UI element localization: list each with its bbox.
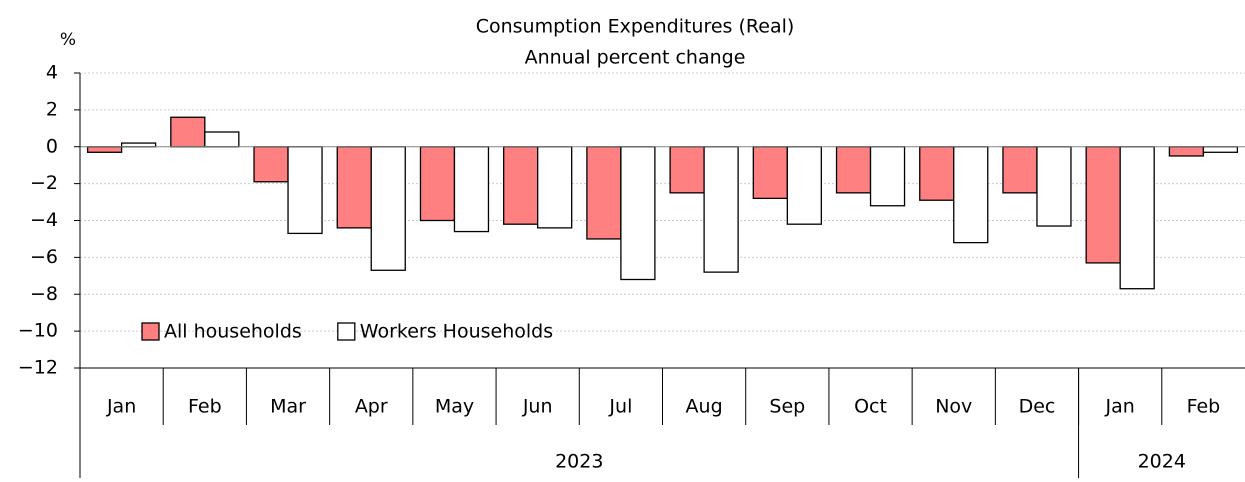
legend-label: All households <box>164 321 302 343</box>
bar <box>503 146 539 225</box>
bar <box>835 146 872 194</box>
x-tick-label: Jan <box>106 396 136 418</box>
bar <box>537 146 573 229</box>
x-tick-label: Mar <box>270 396 306 418</box>
y-unit: % <box>60 30 76 50</box>
bar <box>253 146 289 183</box>
bar <box>620 146 656 281</box>
bar <box>287 146 323 235</box>
bar <box>786 146 822 225</box>
group-label: 2023 <box>555 451 603 473</box>
bar <box>919 146 955 201</box>
bar <box>669 146 705 194</box>
x-tick-label: Apr <box>355 396 388 418</box>
bar <box>752 146 788 200</box>
bar <box>869 146 906 207</box>
y-tick-label: −2 <box>30 172 58 194</box>
bar <box>120 142 157 148</box>
bar <box>1168 146 1205 157</box>
x-tick-label: Nov <box>935 396 972 418</box>
x-tick-label: May <box>435 396 474 418</box>
y-tick-label: −6 <box>30 246 58 268</box>
x-tick-label: Feb <box>188 396 222 418</box>
y-tick-label: 4 <box>46 62 58 84</box>
y-tick-label: −10 <box>18 320 58 342</box>
bar <box>586 146 622 240</box>
bar <box>370 146 406 271</box>
bar <box>453 146 490 233</box>
x-tick-label: Aug <box>686 396 723 418</box>
bar <box>703 146 739 273</box>
bar <box>1036 146 1072 227</box>
legend-swatch <box>337 322 356 341</box>
chart-subtitle: Annual percent change <box>525 47 746 69</box>
legend-label: Workers Households <box>360 321 553 343</box>
group-label: 2024 <box>1138 451 1186 473</box>
bar <box>1002 146 1038 194</box>
bar <box>1119 146 1155 290</box>
bar <box>170 116 206 148</box>
x-tick-label: Oct <box>854 396 887 418</box>
y-tick-label: −8 <box>30 283 58 305</box>
x-tick-label: Jan <box>1105 396 1135 418</box>
y-tick-label: −4 <box>30 209 58 231</box>
bar <box>204 131 240 148</box>
y-tick-label: 2 <box>46 98 58 120</box>
x-tick-label: Sep <box>769 396 805 418</box>
x-tick-label: Feb <box>1187 396 1221 418</box>
bar <box>1085 146 1121 264</box>
bar <box>953 146 989 244</box>
x-tick-label: Jun <box>522 396 553 418</box>
bar <box>336 146 372 229</box>
y-tick-label: −12 <box>18 357 58 379</box>
x-tick-label: Jul <box>608 396 632 418</box>
chart-title: Consumption Expenditures (Real) <box>476 16 795 38</box>
bar <box>1202 146 1239 153</box>
legend-swatch <box>141 322 160 341</box>
x-tick-label: Dec <box>1019 396 1056 418</box>
bar <box>86 146 123 153</box>
bar <box>419 146 456 222</box>
y-tick-label: 0 <box>46 135 58 157</box>
